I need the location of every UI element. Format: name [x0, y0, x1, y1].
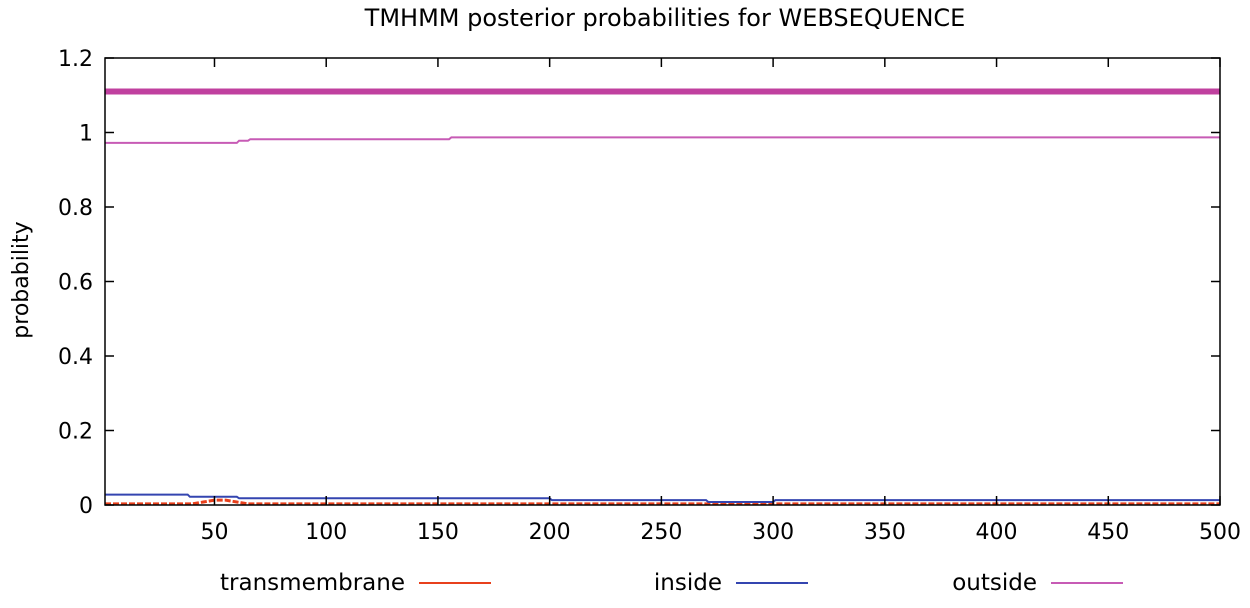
x-tick-label: 300 [752, 520, 794, 545]
x-tick-label: 350 [864, 520, 906, 545]
x-tick-label: 150 [417, 520, 459, 545]
y-axis-label: probability [9, 221, 34, 338]
y-tick-label: 0.6 [58, 271, 93, 296]
x-tick-label: 400 [976, 520, 1018, 545]
legend-label-transmembrane: transmembrane [220, 570, 405, 596]
y-tick-label: 0.2 [58, 420, 93, 445]
series-line-inside [105, 493, 1220, 504]
plot-frame [104, 57, 1221, 506]
y-tick-label: 0 [79, 494, 93, 519]
legend: transmembrane inside outside [220, 570, 1123, 596]
y-tick-label: 1 [79, 122, 93, 147]
x-tick-label: 50 [200, 520, 228, 545]
x-tick-label: 250 [640, 520, 682, 545]
series-line-outside [105, 136, 1220, 144]
axis-ticks: 50 100 150 200 250 300 350 400 450 500 0 0.2 0.4 0.6 0… [58, 47, 1241, 545]
y-tick-label: 0.4 [58, 345, 93, 370]
y-tick-label: 0.8 [58, 196, 93, 221]
series-line-transmembrane [105, 498, 1220, 506]
x-tick-label: 200 [529, 520, 571, 545]
x-tick-label: 500 [1199, 520, 1241, 545]
legend-label-outside: outside [952, 570, 1037, 596]
plot-area [105, 88, 1220, 506]
chart-title: TMHMM posterior probabilities for WEBSEQ… [364, 4, 966, 32]
y-tick-label: 1.2 [58, 47, 93, 72]
x-tick-label: 100 [305, 520, 347, 545]
x-tick-label: 450 [1087, 520, 1129, 545]
legend-label-inside: inside [654, 570, 722, 596]
